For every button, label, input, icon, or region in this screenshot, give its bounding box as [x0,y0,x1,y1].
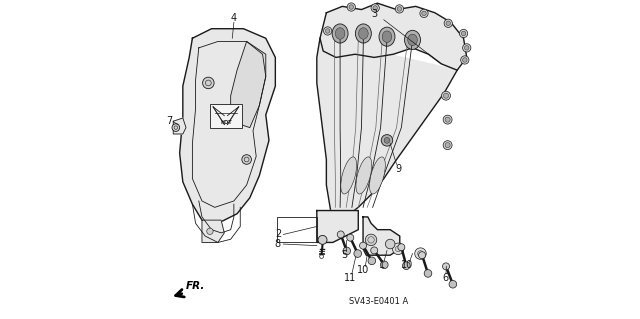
Circle shape [349,5,353,9]
Text: HOT: HOT [220,120,232,125]
Circle shape [445,117,450,122]
Circle shape [392,243,404,255]
Ellipse shape [341,157,356,194]
Circle shape [323,27,332,35]
Circle shape [415,248,426,259]
Circle shape [381,135,393,146]
Circle shape [371,247,378,254]
Text: SV43-E0401 A: SV43-E0401 A [349,297,409,306]
Ellipse shape [356,157,372,194]
Circle shape [343,247,351,255]
Circle shape [403,262,410,270]
Circle shape [460,29,468,38]
Ellipse shape [355,24,371,43]
Ellipse shape [379,27,395,46]
Ellipse shape [335,28,345,39]
Circle shape [380,261,388,269]
Polygon shape [180,29,275,223]
Circle shape [242,155,252,164]
Bar [277,217,317,242]
Ellipse shape [369,157,385,194]
Circle shape [368,257,376,265]
Circle shape [354,250,362,257]
Polygon shape [230,41,266,128]
Circle shape [442,263,449,270]
Circle shape [347,234,354,241]
Circle shape [418,251,423,256]
Polygon shape [317,211,358,242]
Circle shape [398,244,405,251]
Circle shape [396,5,404,13]
Circle shape [373,6,378,10]
Ellipse shape [332,24,348,43]
Circle shape [443,141,452,150]
Text: 11: 11 [344,272,356,283]
Ellipse shape [408,34,417,46]
Circle shape [384,137,390,143]
Circle shape [446,21,451,26]
Ellipse shape [358,28,368,39]
Polygon shape [202,220,224,242]
Circle shape [172,124,180,131]
Circle shape [397,7,402,11]
Circle shape [396,246,401,252]
Circle shape [337,231,344,238]
Circle shape [463,58,467,62]
Circle shape [461,31,466,36]
Text: FR.: FR. [186,281,205,291]
Text: 9: 9 [395,164,401,174]
Circle shape [207,228,213,234]
Text: 10: 10 [357,264,369,275]
Circle shape [443,115,452,124]
Circle shape [365,234,377,246]
Text: 1: 1 [378,260,385,271]
Circle shape [203,77,214,89]
Circle shape [360,242,367,249]
Text: 2: 2 [275,229,281,240]
Polygon shape [363,217,400,255]
Text: 5: 5 [340,250,347,260]
Text: 7: 7 [166,116,173,126]
Circle shape [444,19,452,27]
Circle shape [385,239,395,249]
Polygon shape [320,3,467,70]
Text: 3: 3 [371,9,378,19]
Polygon shape [173,118,186,134]
Circle shape [347,3,355,11]
Circle shape [420,9,428,18]
Ellipse shape [404,30,420,49]
Circle shape [444,93,449,98]
Circle shape [422,11,426,16]
Bar [210,104,242,128]
Circle shape [465,46,469,50]
Circle shape [325,29,330,33]
Text: 4: 4 [231,12,237,23]
Ellipse shape [382,31,392,42]
Circle shape [449,280,457,288]
Circle shape [419,252,426,259]
Polygon shape [317,38,457,223]
Circle shape [442,91,451,100]
Text: 8: 8 [275,239,281,249]
Circle shape [445,143,450,148]
Text: 10: 10 [401,260,413,271]
Circle shape [424,270,432,277]
Circle shape [371,4,380,12]
Circle shape [463,44,471,52]
Circle shape [461,56,469,64]
Text: 6: 6 [442,272,449,283]
Circle shape [318,235,327,244]
